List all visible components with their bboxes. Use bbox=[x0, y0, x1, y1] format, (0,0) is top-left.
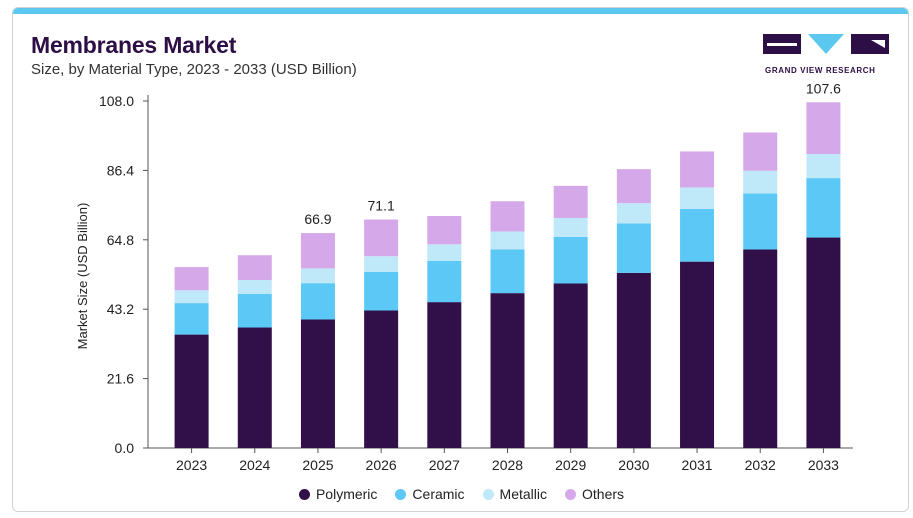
bar-segment-ceramic bbox=[300, 283, 335, 320]
brand-logo-icon bbox=[763, 34, 889, 54]
y-tick-label: 0.0 bbox=[115, 440, 135, 456]
bar-segment-metallic bbox=[743, 170, 778, 194]
x-tick-label: 2033 bbox=[808, 457, 839, 473]
chart-subtitle: Size, by Material Type, 2023 - 2033 (USD… bbox=[31, 61, 357, 78]
bar-segment-ceramic bbox=[490, 249, 525, 294]
bar-segment-ceramic bbox=[174, 303, 209, 335]
bar-segment-metallic bbox=[237, 279, 272, 294]
bar-segment-polymeric bbox=[806, 237, 841, 448]
legend-item-others: Others bbox=[565, 486, 624, 502]
legend-swatch-ceramic bbox=[395, 488, 407, 500]
x-tick-label: 2032 bbox=[745, 457, 776, 473]
y-axis-label: Market Size (USD Billion) bbox=[75, 203, 90, 350]
bar-segment-metallic bbox=[616, 203, 651, 224]
y-tick-label: 108.0 bbox=[99, 93, 134, 109]
data-label: 66.9 bbox=[304, 211, 331, 227]
y-tick-label: 86.4 bbox=[107, 162, 134, 178]
chart-title: Membranes Market bbox=[31, 32, 237, 58]
bar-segment-metallic bbox=[427, 244, 462, 262]
y-tick-label: 21.6 bbox=[107, 371, 134, 387]
chart-card: Membranes Market Size, by Material Type,… bbox=[12, 7, 909, 512]
bar-segment-polymeric bbox=[174, 334, 209, 448]
legend-label-polymeric: Polymeric bbox=[315, 486, 378, 502]
bar-segment-polymeric bbox=[427, 302, 462, 448]
chart-legend: Polymeric Ceramic Metallic Others bbox=[13, 486, 908, 502]
bar-segment-metallic bbox=[680, 187, 715, 209]
bar-segment-metallic bbox=[364, 256, 399, 272]
bar-segment-others bbox=[806, 102, 841, 155]
legend-swatch-polymeric bbox=[298, 488, 310, 500]
x-tick-label: 2024 bbox=[239, 457, 270, 473]
bar-segment-metallic bbox=[174, 290, 209, 304]
legend-item-polymeric: Polymeric bbox=[298, 486, 378, 502]
bar-segment-others bbox=[553, 185, 588, 218]
x-tick-label: 2031 bbox=[681, 457, 712, 473]
y-tick-label: 64.8 bbox=[107, 232, 134, 248]
x-tick-label: 2023 bbox=[176, 457, 207, 473]
x-tick-label: 2028 bbox=[492, 457, 523, 473]
legend-label-metallic: Metallic bbox=[499, 486, 548, 502]
x-tick-label: 2029 bbox=[555, 457, 586, 473]
stacked-bar-chart: 0.0 21.6 43.2 64.8 86.4 108.0 Market Size (USD… bbox=[75, 80, 853, 473]
bar-segment-polymeric bbox=[237, 327, 272, 448]
bar-segment-others bbox=[237, 255, 272, 280]
bar-segment-ceramic bbox=[427, 261, 462, 303]
bar-segment-ceramic bbox=[743, 193, 778, 250]
bar-segment-metallic bbox=[300, 268, 335, 284]
bar-segment-others bbox=[743, 132, 778, 171]
bar-segment-polymeric bbox=[553, 283, 588, 448]
bar-segment-metallic bbox=[806, 154, 841, 179]
bar-segment-ceramic bbox=[806, 178, 841, 238]
bar-segment-polymeric bbox=[490, 293, 525, 448]
bar-segment-others bbox=[174, 267, 209, 291]
legend-item-ceramic: Ceramic bbox=[395, 486, 465, 502]
x-tick-label: 2026 bbox=[366, 457, 397, 473]
bar-segment-others bbox=[427, 216, 462, 245]
data-label: 107.6 bbox=[806, 80, 841, 96]
data-label: 71.1 bbox=[368, 198, 395, 214]
bar-segment-others bbox=[364, 219, 399, 257]
legend-item-metallic: Metallic bbox=[482, 486, 548, 502]
bar-segment-others bbox=[300, 233, 335, 269]
legend-swatch-others bbox=[565, 488, 577, 500]
accent-bar bbox=[13, 8, 908, 14]
bar-segment-ceramic bbox=[680, 208, 715, 262]
bar-segment-others bbox=[680, 151, 715, 188]
y-tick-label: 43.2 bbox=[107, 301, 134, 317]
legend-label-ceramic: Ceramic bbox=[412, 486, 465, 502]
bar-segment-metallic bbox=[553, 217, 588, 237]
legend-swatch-metallic bbox=[482, 488, 494, 500]
x-tick-label: 2030 bbox=[618, 457, 649, 473]
x-tick-label: 2027 bbox=[429, 457, 460, 473]
bar-segment-polymeric bbox=[743, 249, 778, 448]
bar-segment-polymeric bbox=[364, 310, 399, 448]
bar-segment-metallic bbox=[490, 231, 525, 250]
bar-segment-ceramic bbox=[553, 236, 588, 284]
bar-segment-ceramic bbox=[364, 271, 399, 311]
bar-segment-others bbox=[616, 169, 651, 204]
legend-label-others: Others bbox=[582, 486, 625, 502]
x-tick-label: 2025 bbox=[302, 457, 333, 473]
bar-segment-ceramic bbox=[237, 293, 272, 328]
bar-segment-polymeric bbox=[300, 319, 335, 448]
bar-segment-others bbox=[490, 201, 525, 232]
bar-segment-polymeric bbox=[680, 261, 715, 448]
bar-segment-ceramic bbox=[616, 223, 651, 273]
brand-logo-text: GRAND VIEW RESEARCH bbox=[765, 66, 876, 75]
bar-segment-polymeric bbox=[616, 272, 651, 448]
